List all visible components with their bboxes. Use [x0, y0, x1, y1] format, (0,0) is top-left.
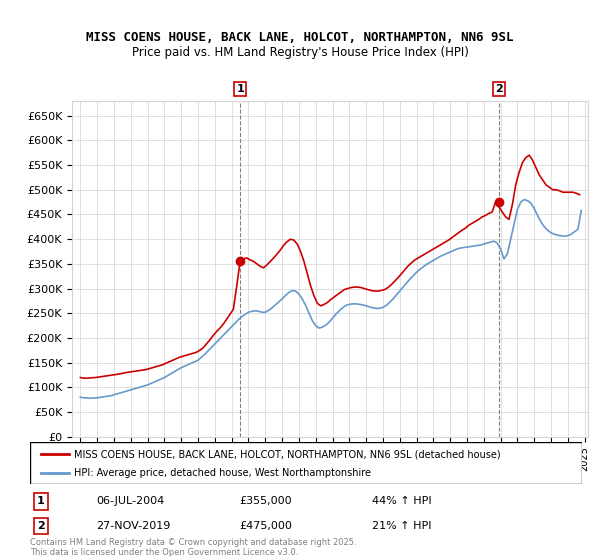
Text: 2: 2 — [37, 521, 45, 531]
Text: £355,000: £355,000 — [240, 496, 292, 506]
Text: Contains HM Land Registry data © Crown copyright and database right 2025.
This d: Contains HM Land Registry data © Crown c… — [30, 538, 356, 557]
Text: Price paid vs. HM Land Registry's House Price Index (HPI): Price paid vs. HM Land Registry's House … — [131, 46, 469, 59]
Text: 27-NOV-2019: 27-NOV-2019 — [96, 521, 170, 531]
Text: 2: 2 — [495, 84, 503, 94]
Text: 06-JUL-2004: 06-JUL-2004 — [96, 496, 164, 506]
Text: £475,000: £475,000 — [240, 521, 293, 531]
Text: MISS COENS HOUSE, BACK LANE, HOLCOT, NORTHAMPTON, NN6 9SL (detached house): MISS COENS HOUSE, BACK LANE, HOLCOT, NOR… — [74, 449, 501, 459]
Text: HPI: Average price, detached house, West Northamptonshire: HPI: Average price, detached house, West… — [74, 468, 371, 478]
Text: 44% ↑ HPI: 44% ↑ HPI — [372, 496, 432, 506]
FancyBboxPatch shape — [30, 442, 582, 484]
Text: 1: 1 — [236, 84, 244, 94]
Text: 1: 1 — [37, 496, 45, 506]
Text: MISS COENS HOUSE, BACK LANE, HOLCOT, NORTHAMPTON, NN6 9SL: MISS COENS HOUSE, BACK LANE, HOLCOT, NOR… — [86, 31, 514, 44]
Text: 21% ↑ HPI: 21% ↑ HPI — [372, 521, 432, 531]
